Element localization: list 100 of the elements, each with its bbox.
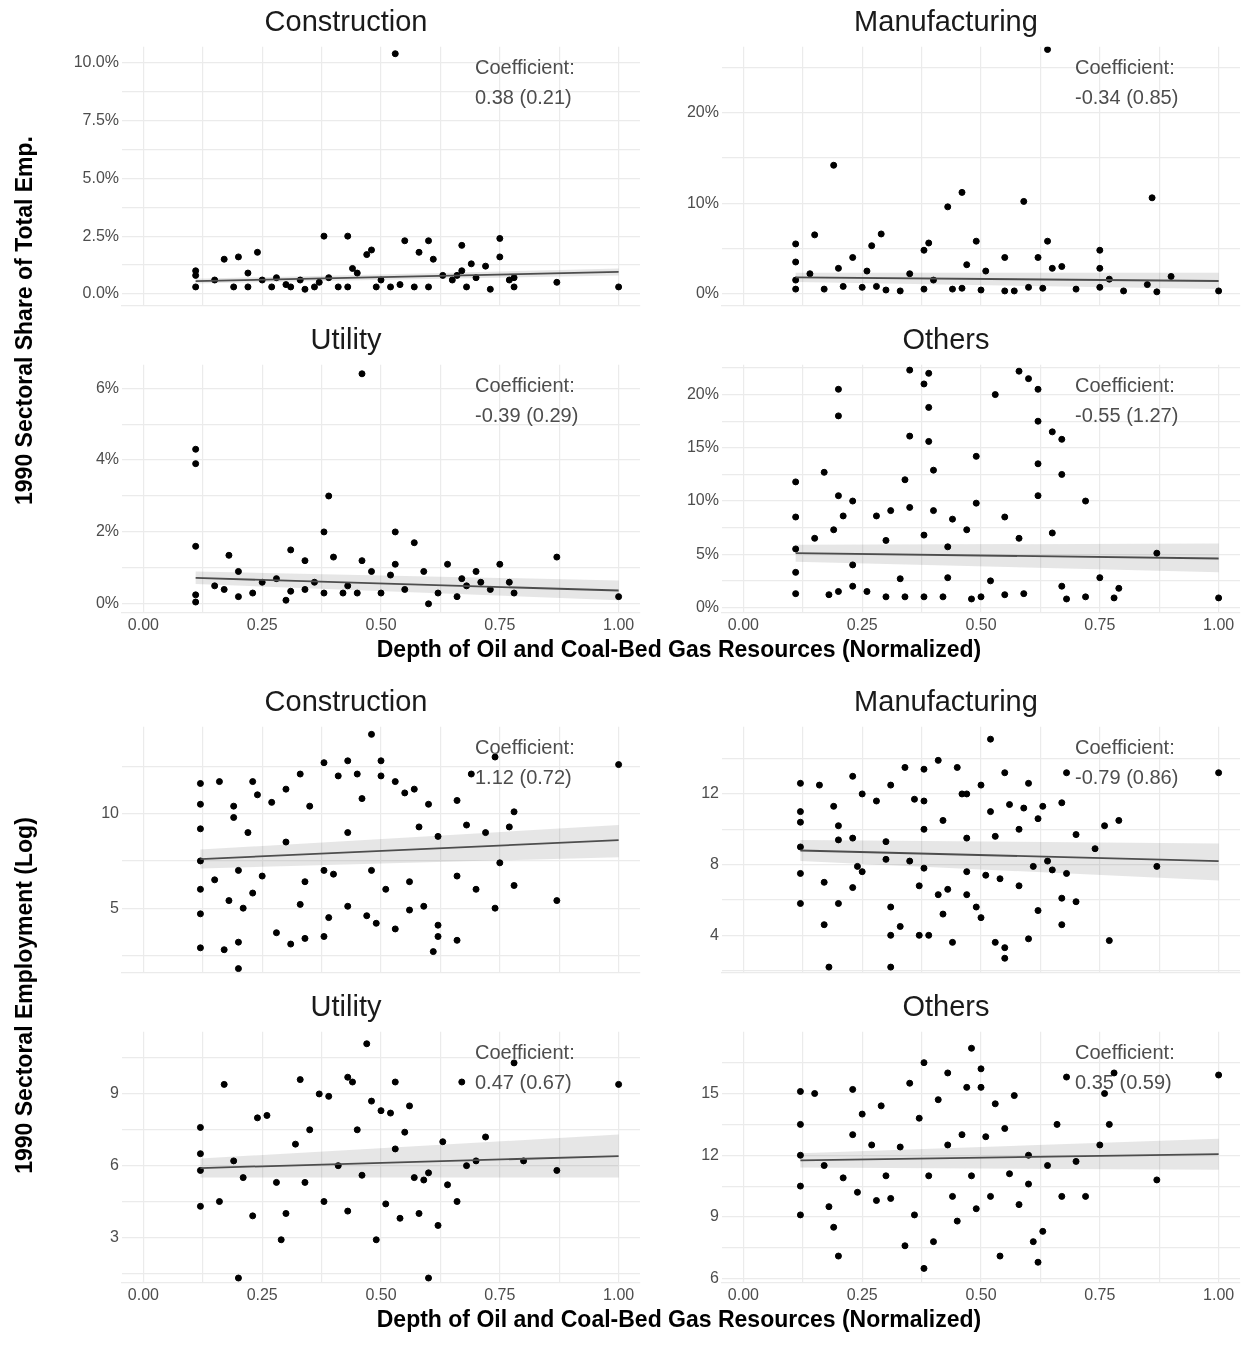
point	[325, 1092, 333, 1100]
chart-title: Others	[902, 323, 990, 356]
x-tick-label: 0.25	[846, 1285, 878, 1303]
point	[615, 1080, 623, 1088]
y-tick-label: 20%	[686, 385, 719, 403]
point	[958, 188, 966, 196]
point	[387, 571, 395, 579]
x-tick-label: 0.75	[484, 615, 516, 633]
point	[920, 246, 928, 254]
x-tick-label: 0.50	[365, 615, 397, 633]
point	[868, 242, 876, 250]
point	[977, 286, 985, 294]
point	[234, 593, 242, 601]
point	[834, 264, 842, 272]
point	[253, 1114, 261, 1122]
y-tick-label: 12	[701, 784, 720, 802]
point	[320, 528, 328, 536]
point	[287, 283, 295, 291]
point	[230, 1157, 238, 1165]
point	[234, 253, 242, 261]
y-tick-label: 9	[110, 1084, 120, 1102]
point	[1039, 284, 1047, 292]
y-tick-label: 10.0%	[73, 53, 119, 71]
point	[249, 589, 257, 597]
point	[192, 542, 200, 550]
annotation: Coefficient: 0.38 (0.21)	[475, 56, 575, 109]
annotation: Coefficient: 0.35 (0.59)	[1075, 1041, 1175, 1094]
point	[192, 591, 200, 599]
point	[1044, 46, 1052, 54]
y-tick-label: 9	[710, 1207, 720, 1225]
y-tick-label: 5%	[695, 544, 719, 562]
point	[792, 285, 800, 293]
annotation: Coefficient: -0.79 (0.86)	[1075, 736, 1179, 789]
point	[1001, 287, 1009, 295]
point	[510, 1059, 518, 1067]
point	[1058, 263, 1066, 271]
point	[420, 567, 428, 575]
point	[510, 283, 518, 291]
point	[410, 539, 418, 547]
y-tick-label: 6%	[95, 378, 119, 396]
point	[387, 1109, 395, 1117]
point	[410, 283, 418, 291]
point	[806, 270, 814, 278]
point	[425, 237, 433, 245]
point	[192, 267, 200, 275]
point	[372, 1236, 380, 1244]
point	[439, 1138, 447, 1146]
chart-title: Construction	[264, 685, 428, 718]
point	[353, 589, 361, 597]
point	[510, 274, 518, 282]
point	[192, 283, 200, 291]
y-tick-label: 5	[110, 898, 120, 916]
point	[615, 593, 623, 601]
point	[458, 267, 466, 275]
point	[368, 246, 375, 254]
point	[958, 284, 966, 292]
y-tick-label: 5.0%	[82, 168, 119, 186]
point	[296, 1076, 304, 1084]
y-tick-label: 20%	[686, 103, 719, 121]
point	[358, 1171, 366, 1179]
point	[320, 1198, 328, 1206]
annotation: Coefficient: -0.55 (1.27)	[1075, 374, 1179, 427]
point	[192, 598, 200, 606]
point	[196, 1123, 204, 1131]
point	[792, 258, 800, 266]
point	[220, 585, 228, 593]
point	[192, 445, 200, 453]
point	[291, 1140, 299, 1148]
point	[315, 278, 323, 286]
point	[505, 276, 513, 284]
point	[391, 528, 399, 536]
point	[277, 1236, 285, 1244]
point	[925, 239, 933, 247]
x-tick-label: 1.00	[603, 615, 635, 633]
point	[230, 283, 238, 291]
point	[253, 248, 261, 256]
point	[406, 1102, 414, 1110]
x-tick-label: 0.50	[965, 1285, 997, 1303]
x-tick-label: 0.00	[127, 1285, 160, 1303]
point	[377, 589, 385, 597]
x-tick-label: 1.00	[603, 1285, 635, 1303]
point	[463, 1162, 471, 1170]
point	[320, 589, 328, 597]
point	[368, 567, 375, 575]
point	[1010, 287, 1018, 295]
point	[1167, 272, 1175, 280]
point	[358, 557, 366, 565]
annotation: Coefficient: -0.34 (0.85)	[1075, 56, 1179, 109]
point	[348, 1078, 356, 1086]
point	[1096, 283, 1104, 291]
point	[906, 270, 914, 278]
point	[377, 276, 385, 284]
y-tick-label: 2%	[95, 522, 119, 540]
point	[553, 1166, 561, 1174]
point	[496, 560, 504, 568]
point	[510, 589, 518, 597]
point	[1143, 281, 1151, 289]
point	[268, 283, 276, 291]
point	[344, 283, 352, 291]
point	[353, 269, 361, 277]
